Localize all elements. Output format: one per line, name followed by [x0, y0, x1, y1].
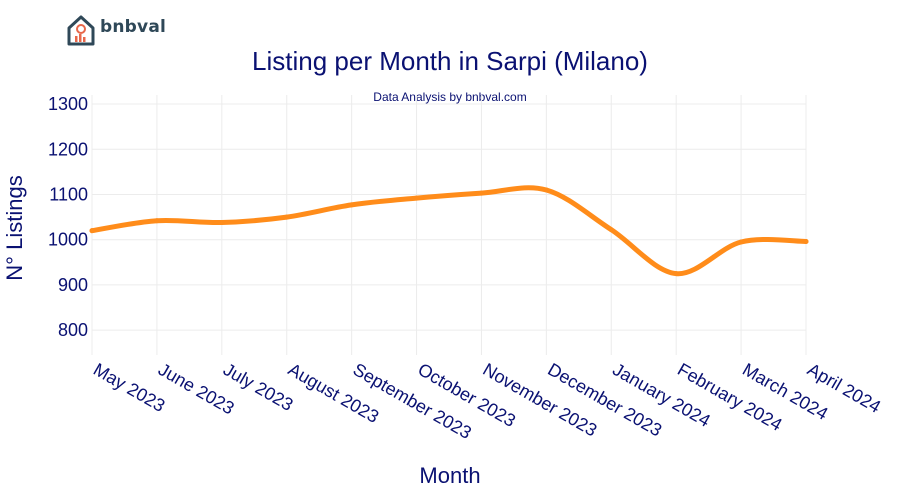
- y-axis-label: N° Listings: [2, 175, 27, 280]
- chart-subtitle: Data Analysis by bnbval.com: [373, 90, 526, 104]
- series-line: [89, 185, 809, 277]
- y-tick-label: 1200: [48, 139, 88, 159]
- y-tick-label: 1300: [48, 94, 88, 114]
- data-point: [738, 239, 744, 245]
- house-chart-icon: [67, 15, 95, 46]
- data-point: [803, 239, 809, 245]
- data-point: [673, 271, 679, 277]
- data-point: [219, 220, 225, 226]
- grid: [91, 95, 807, 355]
- x-axis-label: Month: [419, 463, 480, 488]
- data-point: [608, 227, 614, 233]
- x-tick-label: December 2023: [544, 359, 665, 440]
- x-tick-label: May 2023: [90, 359, 168, 416]
- brand-logo: bnbval: [66, 14, 166, 46]
- y-tick-label: 900: [58, 275, 88, 295]
- y-tick-label: 1000: [48, 230, 88, 250]
- data-point: [543, 187, 549, 193]
- data-point: [154, 218, 160, 224]
- data-points: [89, 187, 809, 277]
- chart-title: Listing per Month in Sarpi (Milano): [252, 46, 648, 76]
- data-point: [414, 195, 420, 201]
- data-point: [349, 202, 355, 208]
- y-tick-label: 1100: [49, 184, 88, 204]
- data-point: [284, 214, 290, 220]
- data-point: [89, 228, 95, 234]
- y-tick-label: 800: [58, 320, 88, 340]
- data-point: [478, 190, 484, 196]
- brand-name: bnbval: [100, 17, 167, 37]
- y-axis-ticks: 800 900 1000 1100 1200 1300: [48, 94, 88, 340]
- x-tick-label: November 2023: [479, 359, 600, 440]
